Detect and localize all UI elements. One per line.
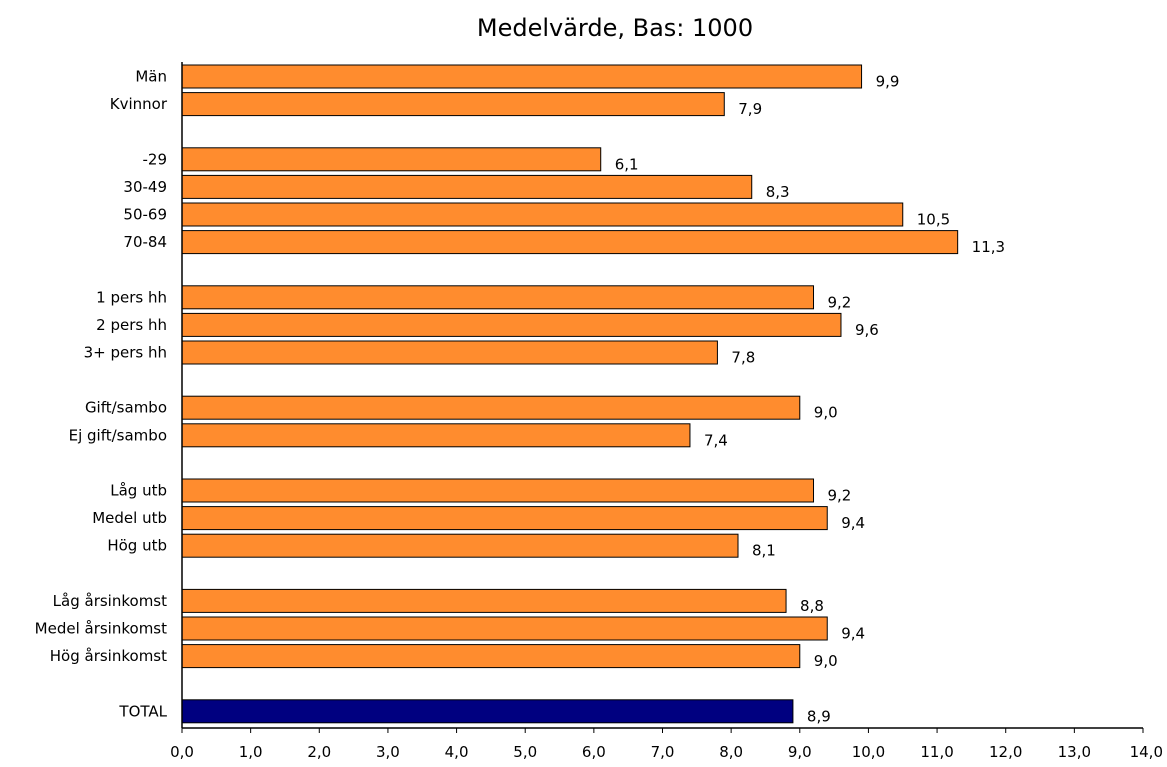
value-label: 8,8 (800, 597, 824, 615)
value-label: 8,9 (807, 707, 831, 725)
x-tick-label: 0,0 (170, 743, 194, 761)
x-tick-label: 1,0 (239, 743, 263, 761)
category-label: 30-49 (123, 178, 167, 196)
bar-12 (181, 506, 828, 531)
category-label: Låg årsinkomst (53, 592, 167, 610)
value-label: 9,0 (814, 404, 838, 422)
bar-7 (181, 312, 842, 337)
category-label: 70-84 (123, 233, 167, 251)
bar-6 (181, 285, 815, 310)
category-label: -29 (143, 150, 168, 168)
x-tick-label: 6,0 (582, 743, 606, 761)
category-label: Medel årsinkomst (35, 620, 167, 638)
value-label: 9,4 (841, 625, 865, 643)
x-tick-label: 7,0 (651, 743, 675, 761)
category-label: 50-69 (123, 206, 167, 224)
bar-4 (181, 202, 904, 227)
bar-16 (181, 644, 801, 669)
bar-9 (181, 395, 801, 420)
category-label: 1 pers hh (96, 288, 167, 306)
value-label: 9,2 (828, 487, 852, 505)
category-label: Män (135, 68, 167, 86)
category-label: Gift/sambo (85, 399, 167, 417)
value-label: 9,6 (855, 321, 879, 339)
x-tick-label: 14,0 (1130, 743, 1163, 761)
bar-17 (181, 699, 794, 724)
category-label: Ej gift/sambo (69, 426, 167, 444)
bar-5 (181, 230, 959, 255)
value-label: 9,0 (814, 652, 838, 670)
value-label: 7,9 (738, 100, 762, 118)
value-label: 7,8 (731, 349, 755, 367)
x-tick-label: 10,0 (852, 743, 885, 761)
category-label: TOTAL (118, 702, 167, 720)
value-label: 11,3 (972, 238, 1005, 256)
x-tick-label: 11,0 (920, 743, 953, 761)
x-tick-label: 2,0 (307, 743, 331, 761)
x-tick-label: 4,0 (445, 743, 469, 761)
bar-14 (181, 588, 787, 613)
chart-title: Medelvärde, Bas: 1000 (476, 14, 754, 42)
x-ticks-layer: 0,0 1,0 2,0 3,0 4,0 5,0 6,0 7,0 8,0 9,0 10,0 11,0 12… (170, 728, 1163, 761)
x-tick-label: 9,0 (788, 743, 812, 761)
value-label: 8,1 (752, 542, 776, 560)
value-label: 6,1 (615, 155, 639, 173)
bar-15 (181, 616, 828, 641)
x-tick-label: 12,0 (989, 743, 1022, 761)
value-label: 9,9 (876, 73, 900, 91)
labels-layer: Män 9,9 Kvinnor 7,9 -29 6,1 30-49 8,3 50-69 10,5 7… (35, 68, 1005, 726)
value-label: 8,3 (766, 183, 790, 201)
category-label: Medel utb (92, 509, 167, 527)
x-tick-label: 8,0 (719, 743, 743, 761)
value-label: 10,5 (917, 211, 950, 229)
x-tick-label: 5,0 (513, 743, 537, 761)
bar-13 (181, 533, 739, 558)
bar-2 (181, 147, 602, 172)
value-label: 7,4 (704, 431, 728, 449)
category-label: Hög årsinkomst (50, 647, 167, 665)
category-label: Låg utb (110, 482, 167, 500)
bar-11 (181, 478, 815, 503)
value-label: 9,2 (828, 293, 852, 311)
bar-0 (181, 64, 863, 89)
bar-10 (181, 423, 691, 448)
category-label: 2 pers hh (96, 316, 167, 334)
bar-8 (181, 340, 718, 365)
category-label: 3+ pers hh (84, 344, 167, 362)
category-label: Hög utb (107, 537, 167, 555)
category-label: Kvinnor (110, 95, 168, 113)
value-label: 9,4 (841, 514, 865, 532)
x-tick-label: 3,0 (376, 743, 400, 761)
x-tick-label: 13,0 (1058, 743, 1091, 761)
bar-3 (181, 174, 753, 199)
bar-1 (181, 92, 725, 117)
